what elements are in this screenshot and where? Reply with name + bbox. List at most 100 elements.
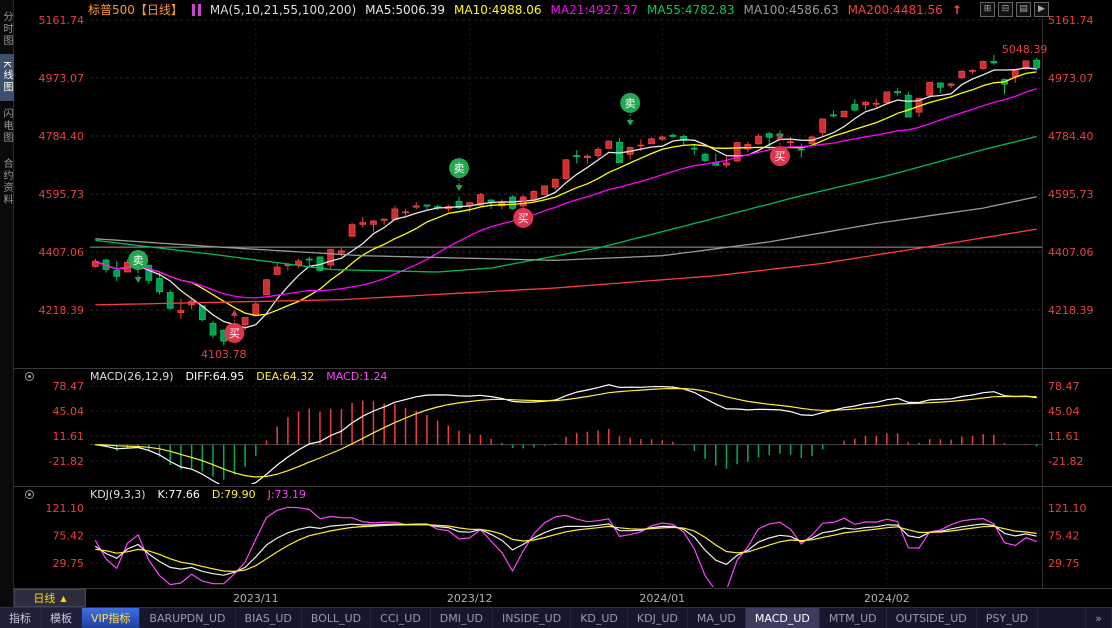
svg-text:78.47: 78.47	[1048, 380, 1080, 393]
sidebar-item-contract-info[interactable]: 合约资料	[1, 157, 12, 206]
tab-bias[interactable]: BIAS_UD	[236, 608, 302, 628]
svg-text:-21.82: -21.82	[1048, 455, 1083, 468]
svg-text:买: 买	[518, 212, 529, 225]
svg-text:4595.73: 4595.73	[39, 188, 85, 201]
pane-next-icon[interactable]: ▶	[1034, 2, 1049, 17]
candlestick-icon	[191, 3, 201, 16]
svg-text:4973.07: 4973.07	[39, 72, 85, 85]
svg-text:45.04: 45.04	[1048, 405, 1080, 418]
diff-line	[95, 384, 1037, 484]
period-label: 日线	[33, 592, 56, 605]
svg-text:2023/12: 2023/12	[447, 592, 493, 605]
pane-add-icon[interactable]: ⊞	[980, 2, 995, 17]
sidebar-item-kline-chart[interactable]: K线图	[0, 54, 14, 101]
tab-more[interactable]: »	[1085, 608, 1112, 628]
svg-text:78.47: 78.47	[53, 380, 85, 393]
svg-text:-21.82: -21.82	[49, 455, 84, 468]
ma200-line	[95, 228, 1037, 306]
trend-up-arrow-icon: ↑	[951, 2, 962, 17]
svg-text:5161.74: 5161.74	[1048, 14, 1094, 27]
tab-outside[interactable]: OUTSIDE_UD	[887, 608, 977, 628]
svg-text:11.61: 11.61	[53, 430, 85, 443]
svg-text:5161.74: 5161.74	[39, 14, 85, 27]
ma100-line	[95, 196, 1037, 261]
tab-templates[interactable]: 模板	[41, 608, 82, 628]
signal-marker-buy: 买	[224, 309, 245, 343]
svg-text:卖: 卖	[625, 97, 636, 110]
macd-header: MACD(26,12,9) DIFF:64.95 DEA:64.32 MACD:…	[90, 370, 387, 383]
ma-value-label: MA21:4927.37	[550, 2, 639, 17]
tab-kd[interactable]: KD_UD	[571, 608, 628, 628]
ma-value-label: MA10:4988.06	[454, 2, 542, 17]
svg-text:4973.07: 4973.07	[1048, 72, 1094, 85]
tab-mtm[interactable]: MTM_UD	[820, 608, 887, 628]
d-line	[95, 524, 1037, 573]
tab-inside[interactable]: INSIDE_UD	[493, 608, 572, 628]
svg-text:4784.40: 4784.40	[39, 130, 85, 143]
svg-text:买: 买	[774, 150, 785, 163]
chart-header: 标普500【日线】 MA(5,10,21,55,100,200) MA5:500…	[88, 2, 962, 18]
tab-ma[interactable]: MA_UD	[688, 608, 746, 628]
tab-dmi[interactable]: DMI_UD	[431, 608, 494, 628]
tab-psy[interactable]: PSY_UD	[977, 608, 1039, 628]
svg-text:4407.06: 4407.06	[1048, 246, 1094, 259]
svg-text:45.04: 45.04	[53, 405, 85, 418]
svg-text:121.10: 121.10	[1048, 502, 1087, 515]
tab-boll[interactable]: BOLL_UD	[302, 608, 372, 628]
svg-text:121.10: 121.10	[46, 502, 85, 515]
macd-title: MACD(26,12,9)	[90, 370, 174, 383]
ma55-line	[95, 135, 1037, 273]
svg-text:29.75: 29.75	[1048, 557, 1080, 570]
svg-text:29.75: 29.75	[53, 557, 85, 570]
svg-text:2024/02: 2024/02	[864, 592, 910, 605]
period-selector[interactable]: 日线 ▲	[14, 589, 86, 607]
macd-diff-value: DIFF:64.95	[185, 370, 245, 383]
kdj-j-value: J:73.19	[267, 488, 307, 501]
ma-value-label: MA55:4782.83	[647, 2, 735, 17]
macd-bar-value: MACD:1.24	[326, 370, 388, 383]
macd-settings-icon[interactable]	[25, 372, 34, 381]
sidebar: 分时图 K线图闪电图合约资料	[0, 0, 14, 628]
tab-kdj[interactable]: KDJ_UD	[628, 608, 688, 628]
layout-buttons: ⊞ ⊟ ▤ ▶	[980, 2, 1049, 17]
k-line	[94, 523, 1037, 576]
kdj-panel[interactable]	[94, 506, 1037, 590]
arrow-up-icon: ▲	[60, 593, 67, 603]
ma-value-label: MA5:5006.39	[365, 2, 446, 17]
signal-marker-sell: 卖	[128, 250, 149, 284]
macd-dea-value: DEA:64.32	[256, 370, 315, 383]
svg-text:4784.40: 4784.40	[1048, 130, 1094, 143]
dea-line	[95, 387, 1037, 478]
pane-grid-icon[interactable]: ⊟	[998, 2, 1013, 17]
kdj-settings-icon[interactable]	[25, 490, 34, 499]
ma-settings-label: MA(5,10,21,55,100,200)	[209, 2, 357, 17]
indicator-tabbar: 指标 模板 VIP指标 BARUPDN_UD BIAS_UD BOLL_UD CCI_UD D…	[0, 607, 1112, 628]
tab-indicators[interactable]: 指标	[0, 608, 41, 628]
tab-macd[interactable]: MACD_UD	[745, 608, 820, 628]
j-line	[94, 506, 1037, 587]
chart-canvas[interactable]: 5161.74 5161.74 4973.07 4973.07 4784.40 4784.…	[0, 0, 1112, 607]
tab-cci[interactable]: CCI_UD	[371, 608, 431, 628]
svg-text:4218.39: 4218.39	[39, 304, 85, 317]
signal-marker-sell: 卖	[449, 158, 470, 192]
macd-panel[interactable]	[90, 384, 1042, 488]
svg-text:2023/11: 2023/11	[233, 592, 279, 605]
kdj-header: KDJ(9,3,3) K:77.66 D:79.90 J:73.19	[90, 488, 306, 501]
symbol-title: 标普500【日线】	[88, 3, 183, 17]
tab-barupdn[interactable]: BARUPDN_UD	[140, 608, 236, 628]
signal-marker-buy: 买	[513, 194, 534, 228]
pane-list-icon[interactable]: ▤	[1016, 2, 1031, 17]
tab-vip-indicators[interactable]: VIP指标	[82, 608, 141, 628]
svg-text:4407.06: 4407.06	[39, 246, 85, 259]
grid	[90, 18, 1042, 588]
svg-text:75.42: 75.42	[1048, 530, 1080, 543]
sidebar-item-flash-chart[interactable]: 闪电图	[1, 107, 12, 144]
svg-text:4103.78: 4103.78	[201, 348, 247, 361]
kdj-title: KDJ(9,3,3)	[90, 488, 146, 501]
sidebar-item-time-sharing-chart[interactable]: 分时图	[1, 11, 12, 47]
kdj-d-value: D:79.90	[211, 488, 256, 501]
ma21-line	[95, 88, 1037, 299]
kdj-k-value: K:77.66	[157, 488, 200, 501]
ma10-line	[95, 71, 1037, 317]
